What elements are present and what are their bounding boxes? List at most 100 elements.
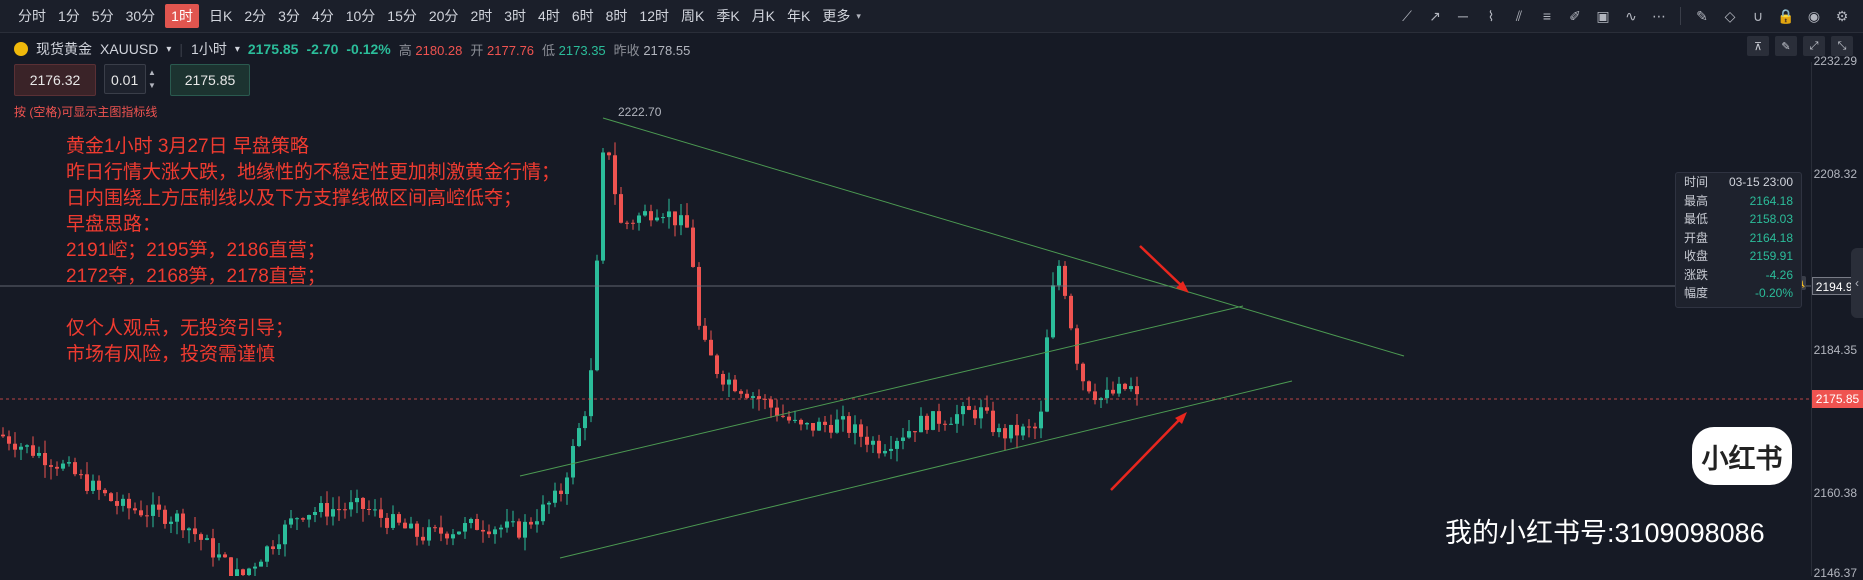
timeframe-tab[interactable]: 5分	[91, 8, 114, 24]
draw-icon[interactable]: ✎	[1775, 36, 1797, 56]
interval-dropdown-icon[interactable]: ▾	[234, 43, 240, 55]
eraser-icon[interactable]: ◇	[1724, 7, 1736, 24]
timeframe-tab[interactable]: 3分	[278, 8, 300, 24]
candle-body	[1, 434, 5, 437]
candle-body	[415, 523, 419, 537]
candlestick-chart[interactable]: 2222.70	[0, 62, 1812, 576]
timeframe-tab[interactable]: 30分	[125, 8, 156, 24]
timeframe-tab[interactable]: 15分	[387, 8, 417, 24]
price-axis[interactable]: 2232.29 2208.32 2184.35 2160.38 2146.37 …	[1811, 54, 1863, 580]
axis-label: 2232.29	[1813, 54, 1857, 68]
brush-icon[interactable]: ✐	[1569, 7, 1581, 24]
candle-body	[445, 533, 449, 539]
timeframe-tab[interactable]: 6时	[571, 8, 594, 24]
timeframe-tab[interactable]: 2分	[244, 8, 267, 24]
divider: |	[179, 41, 184, 57]
candle-body	[325, 503, 329, 517]
candle-body	[499, 527, 503, 530]
candle-body	[97, 480, 101, 490]
symbol-code[interactable]: XAUUSD	[100, 41, 159, 57]
sell-button[interactable]: 2176.32	[14, 64, 96, 96]
info-label: 最高	[1684, 193, 1709, 208]
strategy-line: 仅个人观点，无投资引导；	[66, 318, 295, 339]
candle-body	[757, 396, 761, 399]
candle-body	[721, 374, 725, 385]
candle-body	[973, 409, 977, 419]
timeframe-tab[interactable]: 年K	[787, 8, 811, 24]
candle-body	[649, 211, 653, 221]
more-dropdown-icon[interactable]: ▾	[856, 10, 861, 21]
candle-body	[883, 450, 887, 454]
candle-body	[943, 423, 947, 425]
symbol-dropdown-icon[interactable]: ▾	[166, 43, 172, 55]
candle-body	[151, 504, 155, 516]
polyline-icon[interactable]: ⌇	[1487, 7, 1495, 24]
quantity-input[interactable]: 0.01	[104, 64, 146, 94]
settings-icon[interactable]: ⚙	[1835, 7, 1849, 24]
candle-body	[289, 518, 293, 525]
trend-line-icon[interactable]: ⟋	[1402, 7, 1412, 24]
image-icon[interactable]: ▣	[1596, 7, 1610, 24]
timeframe-tab[interactable]: 12时	[639, 8, 669, 24]
timeframe-tab[interactable]: 3时	[504, 8, 527, 24]
timeframe-tab[interactable]: 月K	[751, 8, 776, 24]
candle-body	[1135, 386, 1139, 395]
buy-button[interactable]: 2175.85	[170, 64, 250, 96]
candle-body	[583, 416, 587, 429]
collapse-icon[interactable]: ⊼	[1747, 36, 1769, 56]
timeframe-tab[interactable]: 8时	[605, 8, 628, 24]
timeframe-tab[interactable]: 10分	[345, 8, 376, 24]
timeframe-tab[interactable]: 4分	[311, 8, 334, 24]
fibonacci-icon[interactable]: ≡	[1542, 8, 1552, 24]
timeframe-tab[interactable]: 1分	[58, 8, 80, 24]
lock-icon[interactable]: 🔒	[1777, 7, 1795, 24]
candle-body	[283, 524, 287, 545]
candle-body	[181, 513, 185, 531]
timeframe-tab[interactable]: 4时	[538, 8, 560, 24]
candle-body	[1057, 265, 1061, 286]
info-value: 2164.18	[1749, 230, 1793, 245]
info-label: 涨跌	[1684, 267, 1709, 282]
candle-body	[571, 446, 575, 478]
timeframe-tab[interactable]: 季K	[716, 8, 740, 24]
candle-body	[655, 217, 659, 221]
last-price: 2175.85	[247, 41, 299, 57]
candle-body	[139, 510, 143, 516]
edit-icon[interactable]: ✎	[1696, 7, 1708, 24]
candle-body	[13, 443, 17, 450]
timeframe-tab[interactable]: 2时	[470, 8, 493, 24]
down-arrow-head	[1176, 281, 1189, 293]
horizontal-line-icon[interactable]: ─	[1458, 8, 1468, 24]
timeframe-tab[interactable]: 日K	[208, 8, 233, 24]
ray-icon[interactable]: ↗	[1429, 7, 1441, 24]
info-row: 涨跌 -4.26	[1676, 266, 1801, 285]
timeframe-tab[interactable]: 更多	[822, 8, 851, 24]
candle-body	[133, 508, 137, 511]
symbol-name[interactable]: 现货黄金	[36, 41, 92, 57]
timeframe-tab[interactable]: 1时	[165, 4, 199, 28]
side-panel-handle[interactable]: ‹	[1851, 248, 1863, 318]
peak-label: 2222.70	[618, 105, 662, 119]
wave-icon[interactable]: ∿	[1625, 7, 1637, 24]
candle-body	[19, 446, 23, 450]
interval-select[interactable]: 1小时	[191, 41, 227, 57]
candle-body	[949, 423, 953, 425]
candle-body	[271, 546, 275, 550]
candle-body	[391, 514, 395, 528]
quantity-stepper[interactable]: ▲ ▼	[148, 68, 156, 90]
parallel-channel-icon[interactable]: ⫽	[1515, 7, 1523, 24]
eye-icon[interactable]: ◉	[1807, 7, 1821, 24]
candle-body	[577, 428, 581, 447]
restore-icon[interactable]: ⤢	[1803, 36, 1825, 56]
fullscreen-icon[interactable]: ⤡	[1831, 36, 1853, 56]
candle-body	[733, 379, 737, 392]
more-tools-icon[interactable]: ⋯	[1652, 7, 1666, 24]
timeframe-tab[interactable]: 周K	[681, 8, 705, 24]
candle-body	[295, 518, 299, 520]
candle-body	[829, 424, 833, 433]
timeframe-tab[interactable]: 20分	[428, 8, 459, 24]
candle-body	[55, 466, 59, 469]
magnet-icon[interactable]: ∪	[1752, 7, 1764, 24]
timeframe-tab[interactable]: 分时	[18, 8, 46, 24]
candle-body	[1093, 391, 1097, 401]
